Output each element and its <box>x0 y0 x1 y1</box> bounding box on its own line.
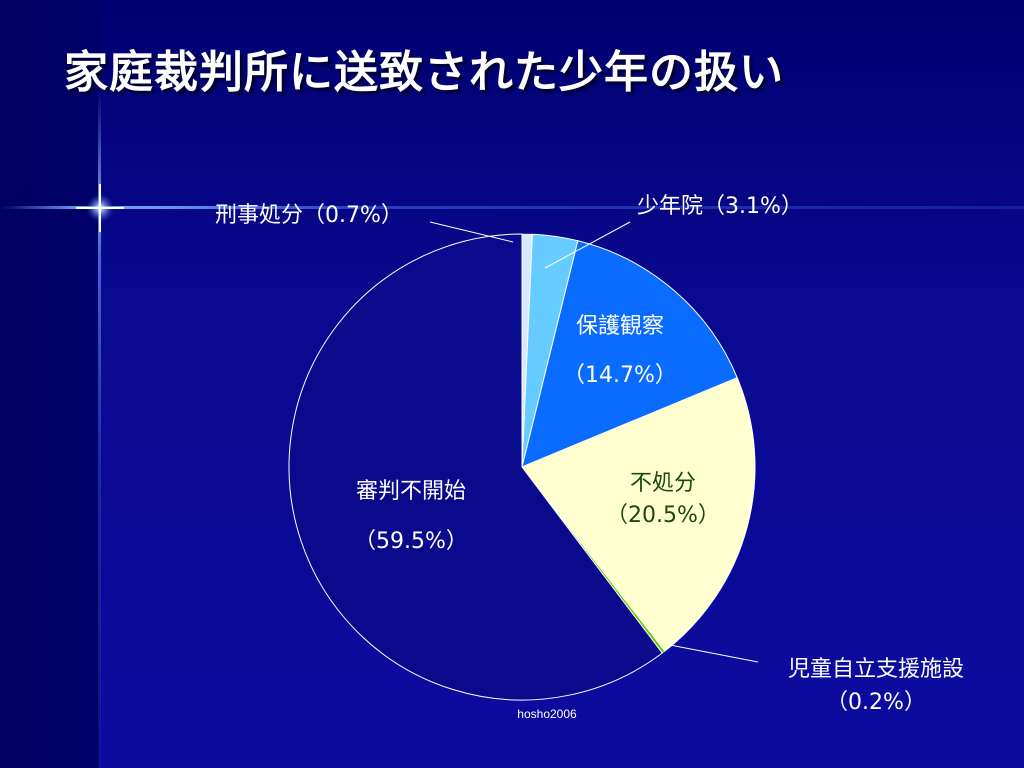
leader-line-2 <box>544 221 631 269</box>
slice-label-name-1: 刑事処分 <box>215 203 303 228</box>
slice-label-3: 保護観察 <box>576 314 664 339</box>
decor-vertical-line <box>98 90 101 768</box>
slice-pct-label-4: （20.5%） <box>606 503 720 528</box>
pie-labels: 刑事処分（0.7%） 少年院（3.1%） 保護観察 （14.7%） 不処分 （20.5%）… <box>215 194 964 715</box>
slice-label-4: 不処分 <box>630 471 696 496</box>
pie-slice-4 <box>521 377 756 652</box>
slice-label-pct-1: （0.7%） <box>303 203 403 228</box>
slice-label-name-2: 少年院 <box>637 194 703 219</box>
slice-pct-label-6: （59.5%） <box>354 529 468 554</box>
slice-pct-label-5: （0.2%） <box>826 690 926 715</box>
slice-label-pct-2: （3.1%） <box>703 194 803 219</box>
sparkle-icon <box>76 184 124 232</box>
slice-pct-label-3: （14.7%） <box>563 363 677 388</box>
pie-slices <box>288 233 756 701</box>
slice-label-6: 審判不開始 <box>356 479 466 504</box>
decor-horizontal-line <box>0 206 1024 209</box>
slice-label-2: 少年院（3.1%） <box>637 194 803 219</box>
slice-label-1: 刑事処分（0.7%） <box>215 203 403 228</box>
pie-slice-3 <box>521 240 738 468</box>
pie-slice-6 <box>288 233 663 701</box>
slice-label-5: 児童自立支援施設 <box>788 657 964 682</box>
leader-line-1 <box>429 221 514 243</box>
left-decor-band <box>0 0 100 768</box>
footer-credit: hosho2006 <box>517 707 577 721</box>
leader-line-5 <box>669 644 759 663</box>
slide-title: 家庭裁判所に送致された少年の扱い <box>64 47 784 98</box>
